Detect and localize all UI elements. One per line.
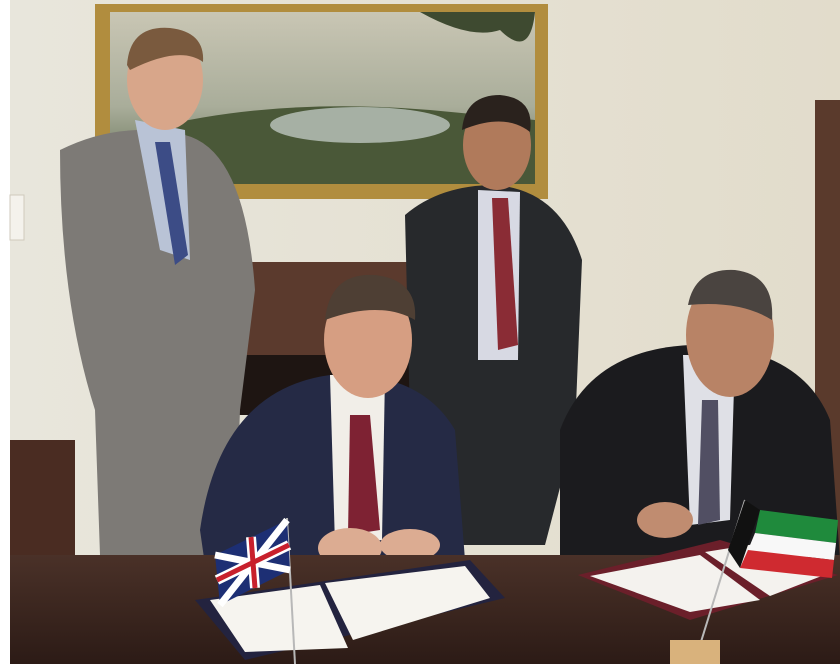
flag-uk-red	[215, 536, 291, 589]
person-standing-left	[60, 130, 255, 555]
tie	[698, 400, 720, 525]
flag-kw-black	[728, 500, 760, 568]
document	[210, 585, 348, 652]
painting-tree	[420, 12, 535, 42]
tie	[348, 415, 380, 535]
person-seated-left	[200, 374, 465, 565]
hair	[462, 95, 531, 132]
painting-lake	[270, 107, 450, 143]
border	[0, 0, 10, 664]
hair	[688, 269, 773, 320]
tie	[492, 198, 518, 350]
document	[325, 566, 490, 640]
flag-kw-red	[740, 550, 834, 578]
flag-kw-green	[755, 510, 838, 543]
hair	[127, 27, 204, 70]
flag-kw-white	[748, 533, 836, 560]
document	[590, 555, 760, 612]
bookcase	[10, 440, 75, 560]
tie	[155, 142, 188, 265]
hand	[380, 529, 440, 561]
hair	[325, 274, 416, 320]
light-switch	[9, 194, 25, 241]
flag-stand	[670, 640, 720, 664]
hand	[637, 502, 693, 538]
